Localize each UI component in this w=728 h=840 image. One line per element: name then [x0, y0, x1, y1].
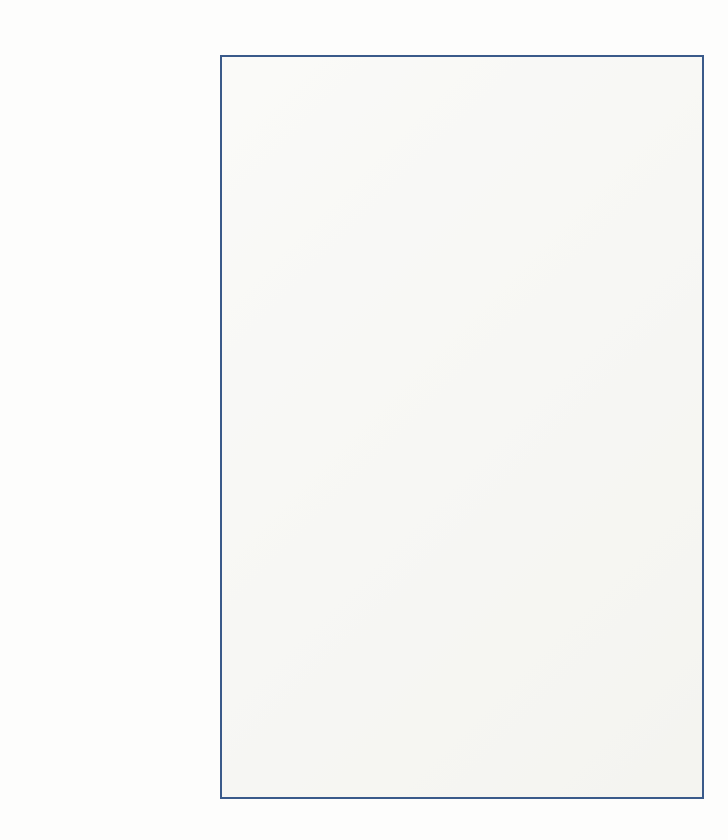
wave-dic-rz: [220, 750, 700, 786]
wave-rz-ami: [220, 330, 700, 366]
wave-biph-m: [220, 395, 700, 431]
wave-dic-nrz: [220, 690, 700, 726]
wave-biph-s: [220, 500, 700, 536]
wave-diffman: [220, 550, 700, 586]
wave-miller: [220, 625, 700, 661]
wave-nrz-l: [220, 60, 700, 96]
diagram-container: [15, 15, 713, 825]
wave-rz-uni: [220, 215, 700, 251]
wave-biph-l: [220, 435, 700, 471]
wave-nrz-m: [220, 115, 700, 151]
wave-rz-bip: [220, 265, 700, 301]
wave-nrz-s: [220, 170, 700, 206]
